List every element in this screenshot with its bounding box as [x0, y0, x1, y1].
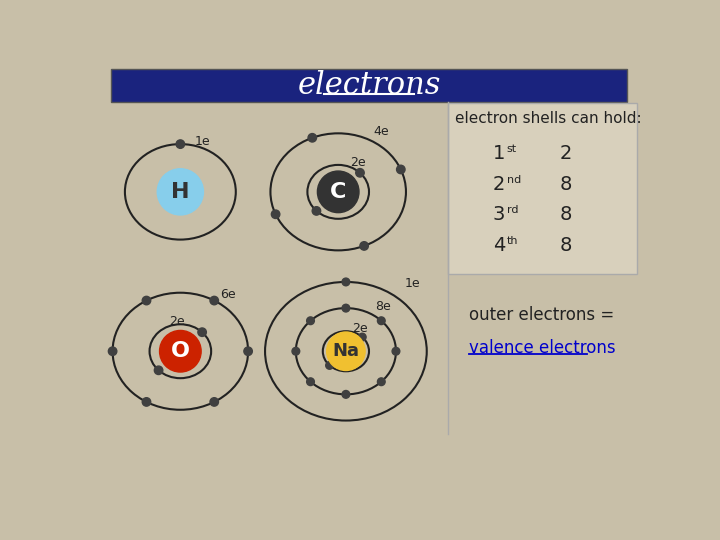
Circle shape	[292, 347, 300, 355]
Circle shape	[210, 296, 218, 305]
Circle shape	[377, 317, 385, 325]
Text: 2: 2	[559, 144, 572, 163]
Text: electrons: electrons	[297, 70, 441, 101]
Circle shape	[308, 133, 317, 142]
Text: nd: nd	[507, 174, 521, 185]
Circle shape	[244, 347, 252, 355]
Circle shape	[342, 304, 350, 312]
Text: 3: 3	[493, 205, 505, 225]
Bar	[449, 103, 637, 274]
Circle shape	[271, 210, 280, 219]
Text: 8e: 8e	[375, 300, 391, 313]
Circle shape	[157, 168, 204, 215]
Circle shape	[176, 140, 184, 149]
Text: st: st	[507, 144, 517, 154]
Circle shape	[318, 171, 359, 213]
Text: 6e: 6e	[220, 288, 236, 301]
Text: valence electrons: valence electrons	[469, 339, 616, 357]
Circle shape	[108, 347, 117, 355]
Bar	[111, 70, 627, 102]
Circle shape	[210, 397, 218, 406]
Circle shape	[397, 165, 405, 174]
Text: outer electrons =: outer electrons =	[469, 306, 614, 324]
Text: 1e: 1e	[405, 277, 420, 290]
Text: 1: 1	[493, 144, 505, 163]
Text: 8: 8	[559, 237, 572, 255]
Text: 2e: 2e	[351, 156, 366, 169]
Circle shape	[312, 207, 320, 215]
Text: rd: rd	[507, 205, 518, 215]
Text: th: th	[507, 236, 518, 246]
Circle shape	[359, 333, 366, 341]
Text: Na: Na	[333, 342, 359, 360]
Text: C: C	[330, 182, 346, 202]
Circle shape	[356, 168, 364, 177]
Text: 2: 2	[493, 174, 505, 194]
Text: 2e: 2e	[170, 315, 185, 328]
Text: 8: 8	[559, 174, 572, 194]
Circle shape	[325, 362, 333, 369]
Text: 2e: 2e	[352, 322, 368, 335]
Text: 1e: 1e	[194, 134, 210, 147]
Circle shape	[342, 390, 350, 398]
Circle shape	[327, 332, 365, 370]
Circle shape	[307, 317, 315, 325]
Circle shape	[198, 328, 207, 336]
Text: 4: 4	[493, 237, 505, 255]
Text: 4e: 4e	[374, 125, 390, 138]
Circle shape	[360, 242, 369, 250]
Text: H: H	[171, 182, 189, 202]
Text: electron shells can hold:: electron shells can hold:	[455, 111, 642, 126]
Circle shape	[307, 378, 315, 386]
Text: O: O	[171, 341, 190, 361]
Circle shape	[160, 330, 201, 372]
Circle shape	[392, 347, 400, 355]
Circle shape	[154, 366, 163, 375]
Circle shape	[143, 296, 150, 305]
Text: 8: 8	[559, 205, 572, 225]
Circle shape	[342, 278, 350, 286]
Circle shape	[143, 397, 150, 406]
Circle shape	[377, 378, 385, 386]
